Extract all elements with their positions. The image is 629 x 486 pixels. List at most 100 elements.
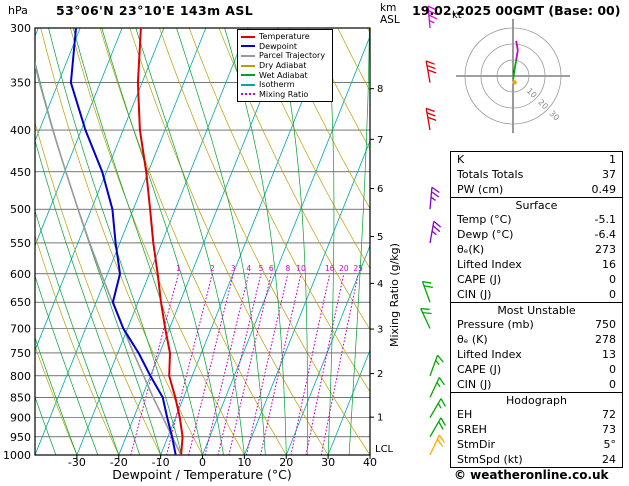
pressure-tick-label: 1000 xyxy=(3,449,31,462)
table-row-value: 5° xyxy=(603,438,617,451)
legend-swatch xyxy=(241,74,255,77)
datetime-label: 19.02.2025 00GMT (Base: 00) xyxy=(412,3,621,18)
table-row-value: 278 xyxy=(595,333,616,346)
lcl-label: LCL xyxy=(375,444,394,455)
pressure-tick-label: 750 xyxy=(10,347,31,360)
wind-barb xyxy=(429,220,442,244)
table-row-label: Dewp (°C) xyxy=(457,228,514,241)
table-row: SREH 73 xyxy=(451,422,622,437)
table-row-label: CIN (J) xyxy=(457,288,492,301)
table-row-value: 0 xyxy=(609,288,616,301)
table-row: CAPE (J) 0 xyxy=(451,362,622,377)
table-row-value: 750 xyxy=(595,318,616,331)
hodograph-ring xyxy=(464,27,562,125)
table-row: CIN (J) 0 xyxy=(451,287,622,302)
wind-barb xyxy=(425,107,437,131)
wind-barb xyxy=(429,434,445,456)
mixing-ratio-value-label: 8 xyxy=(285,264,290,273)
hodograph-unit-label: kt xyxy=(452,10,462,21)
legend-swatch xyxy=(241,54,255,57)
legend-item-label: Dry Adiabat xyxy=(259,61,307,71)
table-row-value: 0 xyxy=(609,378,616,391)
table-row-label: SREH xyxy=(457,423,487,436)
legend-item: Wet Adiabat xyxy=(241,70,329,80)
mixing-ratio-value-label: 6 xyxy=(269,264,274,273)
mixing-ratio-value-label: 4 xyxy=(246,264,251,273)
table-row-label: StmDir xyxy=(457,438,496,451)
table-row-value: 1 xyxy=(609,153,616,166)
table-row-value: 73 xyxy=(602,423,616,436)
legend-item: Dewpoint xyxy=(241,42,329,52)
isotherms xyxy=(35,28,370,455)
indices-table: K 1 Totals Totals 37 PW (cm) 0.49 Surface Temp … xyxy=(450,151,623,468)
wind-barb xyxy=(421,280,433,303)
legend-swatch xyxy=(241,93,255,96)
temperature-tick-label: 40 xyxy=(363,456,377,469)
mixing-ratio-value-label: 5 xyxy=(259,264,264,273)
table-row: PW (cm) 0.49 xyxy=(451,182,622,197)
legend-swatch xyxy=(241,35,255,38)
legend-item-label: Dewpoint xyxy=(259,41,298,51)
mixing-ratio-labels: 1 2 3 4 5 6 8 10 16 20 25 xyxy=(176,264,363,273)
table-row: Dewp (°C) -6.4 xyxy=(451,227,622,242)
legend-item-label: Mixing Ratio xyxy=(259,89,309,99)
table-row-value: 0 xyxy=(609,273,616,286)
table-row-value: 0.49 xyxy=(591,183,617,196)
temperature-curve xyxy=(136,28,184,455)
mixing-ratio-value-label: 3 xyxy=(231,264,236,273)
wind-barb xyxy=(427,5,438,29)
wind-barb xyxy=(429,417,446,438)
table-row: StmSpd (kt) 24 xyxy=(451,452,622,467)
pressure-gridlines xyxy=(35,27,370,456)
pressure-tick-label: 450 xyxy=(10,166,31,179)
station-title: 53°06'N 23°10'E 143m ASL xyxy=(56,3,254,18)
table-row-value: -5.1 xyxy=(594,213,616,226)
dry-adiabats xyxy=(35,28,370,455)
altitude-unit-label: km ASL xyxy=(380,2,400,26)
km-tick-label: 8 xyxy=(377,84,383,95)
legend-item-label: Parcel Trajectory xyxy=(259,51,326,61)
table-row: θₑ (K) 278 xyxy=(451,332,622,347)
pressure-tick-label: 550 xyxy=(10,237,31,250)
legend-item: Dry Adiabat xyxy=(241,61,329,71)
legend-item-label: Temperature xyxy=(259,32,310,42)
hodograph-trace-segment xyxy=(512,69,516,80)
table-row-value: 273 xyxy=(595,243,616,256)
wind-barb xyxy=(429,354,444,377)
table-row-label: Temp (°C) xyxy=(457,213,512,226)
legend-swatch xyxy=(241,64,255,67)
pressure-tick-label: 800 xyxy=(10,370,31,383)
table-row: CAPE (J) 0 xyxy=(451,272,622,287)
hodograph-trace-segment xyxy=(515,40,519,51)
pressure-tick-label: 600 xyxy=(10,268,31,281)
table-row: Pressure (mb) 750 xyxy=(451,317,622,332)
table-row-label: Lifted Index xyxy=(457,258,522,271)
hodograph-trace-segment xyxy=(515,50,519,61)
sounding-curves xyxy=(35,28,184,455)
temperature-tick-label: 0 xyxy=(199,456,206,469)
table-row: θₑ(K) 273 xyxy=(451,242,622,257)
pressure-tick-label: 400 xyxy=(10,124,31,137)
temperature-tick-label: -30 xyxy=(68,456,86,469)
pressure-tick-label: 900 xyxy=(10,412,31,425)
mixing-ratio-lines xyxy=(130,273,359,455)
pressure-unit-label: hPa xyxy=(8,4,28,17)
table-row-label: CAPE (J) xyxy=(457,363,502,376)
table-row: StmDir 5° xyxy=(451,437,622,452)
mixing-ratio-value-label: 16 xyxy=(325,264,335,273)
hodograph-trace-segment xyxy=(513,59,518,70)
pressure-tick-label: 350 xyxy=(10,77,31,90)
table-row-value: 37 xyxy=(602,168,616,181)
copyright: © weatheronline.co.uk xyxy=(454,468,609,482)
pressure-tick-label: 950 xyxy=(10,431,31,444)
mixing-ratio-value-label: 1 xyxy=(176,264,181,273)
table-row-value: 24 xyxy=(602,453,616,466)
km-tick-label: 7 xyxy=(377,135,383,146)
parcel-trajectory-curve xyxy=(35,61,182,455)
mixing-ratio-value-label: 2 xyxy=(210,264,215,273)
table-row-label: PW (cm) xyxy=(457,183,504,196)
table-row-value: -6.4 xyxy=(594,228,616,241)
table-row-value: 16 xyxy=(602,258,616,271)
